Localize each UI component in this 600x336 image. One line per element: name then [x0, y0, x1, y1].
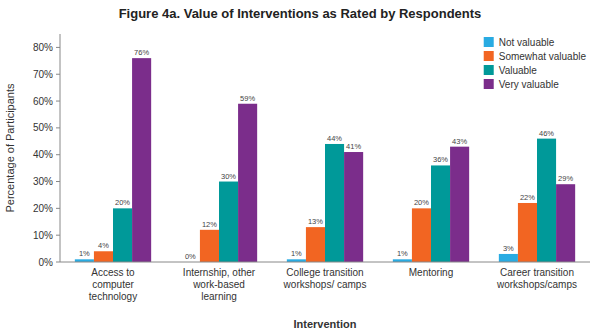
y-tick: [56, 47, 60, 48]
x-tick-label-line: Career transition: [500, 267, 574, 278]
data-label: 1%: [397, 249, 408, 258]
y-tick: [56, 154, 60, 155]
data-label: 1%: [291, 249, 302, 258]
y-axis-line: [60, 34, 61, 262]
x-tick-label-line: College transition: [286, 267, 363, 278]
x-tick-label-line: Internship, other: [183, 267, 256, 278]
y-tick-label: 0%: [39, 257, 54, 268]
data-label: 46%: [539, 129, 554, 138]
x-tick-label-line: Mentoring: [409, 267, 453, 278]
x-tick-label: Internship, otherwork-basedlearning: [183, 267, 256, 302]
data-label: 30%: [221, 172, 236, 181]
y-tick: [56, 235, 60, 236]
legend-swatch: [484, 65, 494, 75]
x-tick-label: Career transitionworkshops/camps: [496, 267, 577, 290]
bar: [113, 208, 132, 262]
data-label: 12%: [202, 220, 217, 229]
y-axis-label: Percentage of Participants: [4, 83, 16, 213]
x-tick-label-line: computer: [92, 279, 134, 290]
bar: [556, 184, 575, 262]
data-label: 13%: [308, 217, 323, 226]
y-tick-label: 20%: [33, 203, 53, 214]
y-tick: [56, 101, 60, 102]
data-label: 0%: [185, 252, 196, 261]
x-axis-line: [60, 262, 590, 263]
data-label: 76%: [134, 48, 149, 57]
data-label: 29%: [558, 174, 573, 183]
legend-label: Somewhat valuable: [499, 51, 587, 62]
legend-label: Very valuable: [499, 79, 559, 90]
data-label: 41%: [346, 142, 361, 151]
data-label: 36%: [433, 155, 448, 164]
data-label: 20%: [414, 198, 429, 207]
title: Figure 4a. Value of Interventions as Rat…: [119, 6, 482, 21]
bar: [431, 165, 450, 262]
bar: [132, 58, 151, 262]
legend-label: Valuable: [499, 65, 538, 76]
y-tick: [56, 127, 60, 128]
y-tick: [56, 262, 60, 263]
data-label: 20%: [115, 198, 130, 207]
bar: [518, 203, 537, 262]
legend-swatch: [484, 51, 494, 61]
bar: [344, 152, 363, 262]
y-tick-label: 80%: [33, 42, 53, 53]
y-tick-label: 30%: [33, 176, 53, 187]
data-label: 4%: [98, 241, 109, 250]
bar: [238, 104, 257, 262]
bar: [412, 208, 431, 262]
data-label: 3%: [503, 244, 514, 253]
y-tick: [56, 74, 60, 75]
x-tick-label: Access tocomputertechnology: [89, 267, 137, 302]
bar: [450, 147, 469, 262]
bar: [219, 182, 238, 262]
legend-swatch: [484, 79, 494, 89]
data-label: 22%: [520, 193, 535, 202]
legend-swatch: [484, 37, 494, 47]
x-tick-label-line: workshops/ camps: [283, 279, 367, 290]
x-tick-label-line: workshops/camps: [496, 279, 577, 290]
data-label: 59%: [240, 94, 255, 103]
data-label: 44%: [327, 134, 342, 143]
bar: [306, 227, 325, 262]
y-tick: [56, 181, 60, 182]
y-tick-label: 40%: [33, 149, 53, 160]
legend-label: Not valuable: [499, 37, 555, 48]
x-tick-label: Mentoring: [409, 267, 453, 278]
bar: [200, 230, 219, 262]
y-tick-label: 70%: [33, 69, 53, 80]
x-tick-label-line: technology: [89, 291, 137, 302]
legend: Not valuable Somewhat valuable Valuable Ver…: [484, 37, 587, 90]
y-tick-label: 10%: [33, 230, 53, 241]
x-axis-label: Intervention: [294, 318, 357, 330]
chart: Figure 4a. Value of Interventions as Rat…: [0, 0, 600, 336]
bar: [325, 144, 344, 262]
x-tick-label-line: work-based: [192, 279, 245, 290]
y-tick-label: 50%: [33, 122, 53, 133]
x-tick-label: College transitionworkshops/ camps: [283, 267, 367, 290]
data-labels: 1% 0% 1% 1% 3% 4% 12% 13% 20% 22% 20% 30% 44% 36% 46% 7…: [79, 48, 573, 261]
bar: [537, 139, 556, 262]
bar: [499, 254, 518, 262]
data-label: 43%: [452, 137, 467, 146]
bar: [94, 251, 113, 262]
y-tick: [56, 208, 60, 209]
y-tick-label: 60%: [33, 96, 53, 107]
bars: [75, 58, 575, 262]
x-tick-label-line: Access to: [91, 267, 135, 278]
x-tick-label-line: learning: [201, 291, 237, 302]
data-label: 1%: [79, 249, 90, 258]
